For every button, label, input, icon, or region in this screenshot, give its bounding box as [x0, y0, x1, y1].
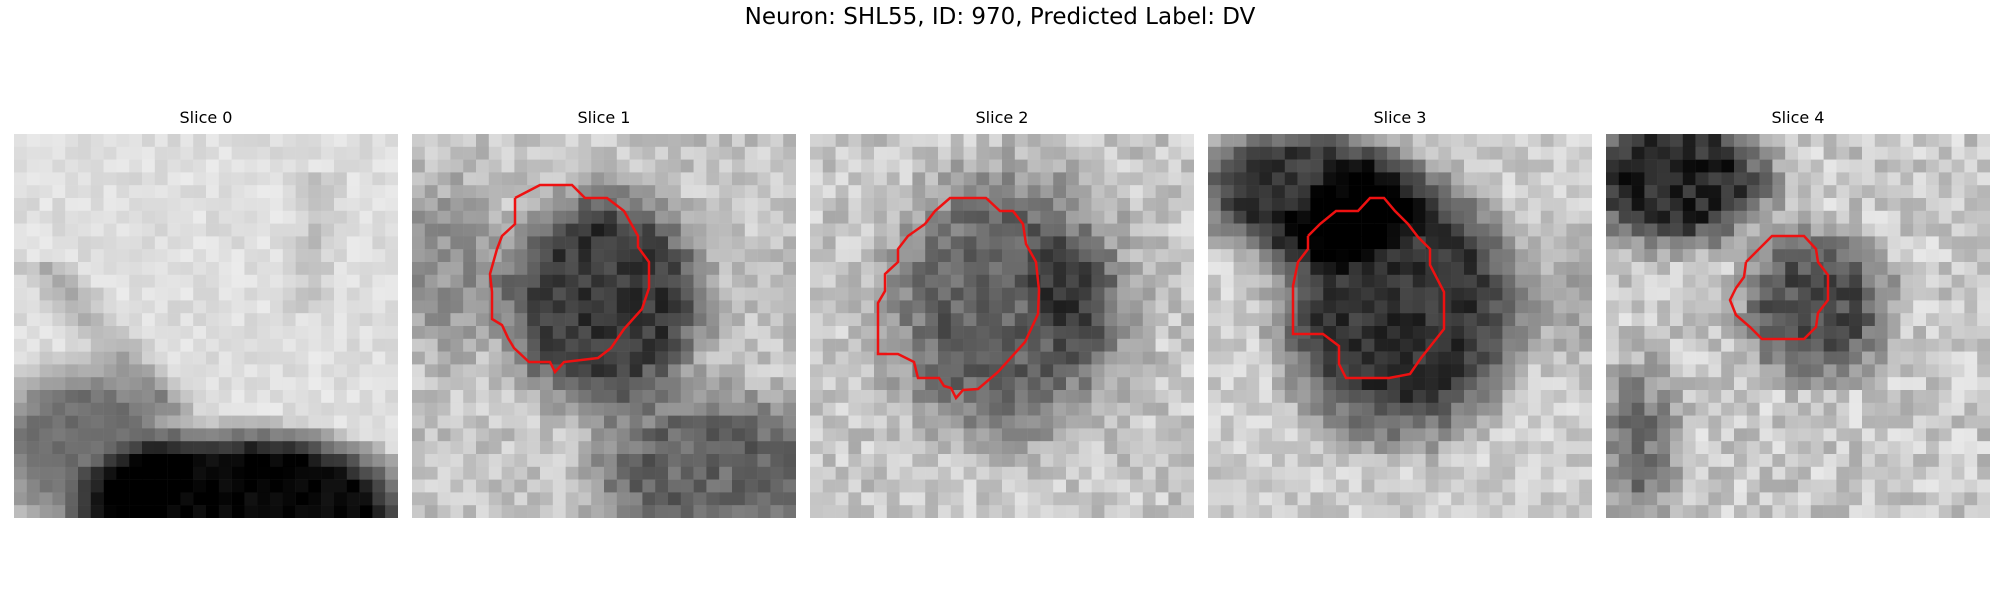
cell-contour [876, 196, 1041, 401]
slice-image [810, 134, 1194, 518]
slice-image [1606, 134, 1990, 518]
cell-contour [1291, 196, 1446, 380]
slice-panel-1: Slice 1 [412, 108, 796, 518]
slice-panel-4: Slice 4 [1606, 108, 1990, 518]
slice-title: Slice 4 [1771, 108, 1825, 127]
cell-contour [1728, 234, 1830, 341]
cell-contour [488, 183, 651, 375]
slice-title: Slice 3 [1373, 108, 1427, 127]
figure-title: Neuron: SHL55, ID: 970, Predicted Label:… [744, 4, 1256, 30]
slice-image [1208, 134, 1592, 518]
slice-title: Slice 2 [975, 108, 1029, 127]
slice-image-canvas [810, 134, 1194, 518]
slice-image-canvas [14, 134, 398, 518]
slice-title: Slice 1 [577, 108, 631, 127]
slice-panel-3: Slice 3 [1208, 108, 1592, 518]
contour-outline [488, 183, 651, 375]
slice-title: Slice 0 [179, 108, 233, 127]
contour-outline [1728, 234, 1830, 341]
contour-outline [876, 196, 1041, 401]
slice-panel-0: Slice 0 [14, 108, 398, 518]
slice-image [412, 134, 796, 518]
slice-image-canvas [412, 134, 796, 518]
slice-panel-2: Slice 2 [810, 108, 1194, 518]
slice-image [14, 134, 398, 518]
contour-outline [1291, 196, 1446, 380]
